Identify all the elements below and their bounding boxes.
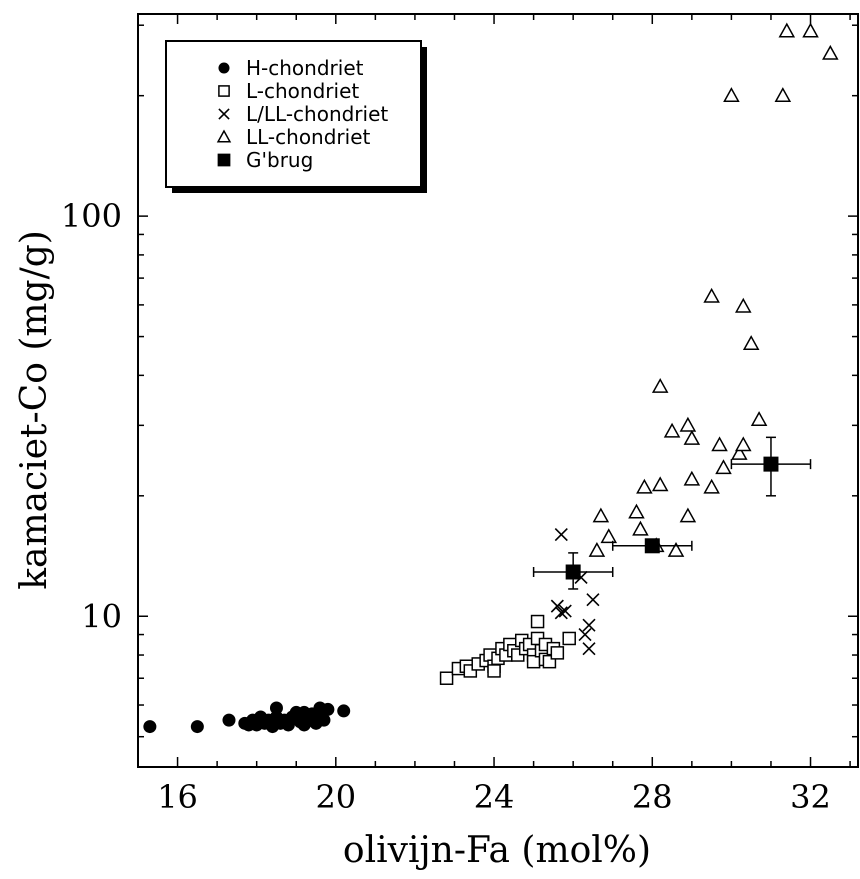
axis-ticks <box>137 14 858 767</box>
x-tick-label: 28 <box>632 778 673 816</box>
data-point <box>586 593 600 607</box>
x-axis-title: olivijn-Fa (mol%) <box>343 830 651 871</box>
data-point <box>632 520 649 536</box>
data-point <box>750 411 768 426</box>
data-point <box>778 22 796 38</box>
plot-frame <box>137 13 859 768</box>
legend: H-chondrietL-chondrietL/LL-chondrietLL-c… <box>165 40 427 193</box>
series-filled-circle <box>143 701 351 734</box>
legend-marker <box>218 108 230 120</box>
data-point-stroke <box>558 604 572 618</box>
legend-marker <box>218 62 230 74</box>
data-point <box>554 606 568 620</box>
data-point <box>679 416 697 432</box>
data-point <box>321 702 335 716</box>
data-point <box>711 436 728 452</box>
legend-label: L-chondriet <box>246 79 359 103</box>
data-point <box>774 87 792 103</box>
data-point <box>651 476 669 492</box>
data-point <box>558 604 572 618</box>
y-axis-title: kamaciet-Co (mg/g) <box>14 230 55 590</box>
data-point-stroke <box>582 618 596 632</box>
legend-item: LL-chondriet <box>216 125 371 149</box>
data-point <box>582 642 596 656</box>
data-point-stroke <box>578 627 592 642</box>
legend-label: G'brug <box>246 148 313 172</box>
data-point <box>269 701 283 715</box>
data-point <box>735 297 752 313</box>
data-point <box>742 335 760 351</box>
data-point <box>143 720 157 734</box>
legend-label: H-chondriet <box>246 56 364 80</box>
legend-marker <box>217 153 231 167</box>
data-point <box>550 646 565 660</box>
data-point <box>651 378 669 393</box>
x-tick-label: 24 <box>474 778 515 816</box>
series-open-square <box>439 614 576 685</box>
data-point <box>663 422 681 438</box>
y-tick-label: 10 <box>81 597 122 635</box>
data-point <box>683 470 701 486</box>
x-tick-label: 20 <box>315 778 356 816</box>
data-point <box>565 564 581 580</box>
legend-item: H-chondriet <box>218 56 364 80</box>
data-point <box>190 720 204 734</box>
data-point <box>554 528 568 542</box>
data-point-stroke <box>586 593 600 607</box>
data-point <box>578 627 592 642</box>
data-point <box>731 445 748 460</box>
data-markers <box>143 22 839 734</box>
data-point <box>588 541 606 557</box>
data-point <box>628 503 645 519</box>
legend-item: L/LL-chondriet <box>218 102 388 126</box>
legend-box <box>165 40 422 188</box>
data-point <box>715 459 732 475</box>
legend-marker <box>218 85 230 97</box>
data-point-stroke <box>582 642 596 656</box>
data-point <box>703 478 720 494</box>
data-point <box>550 599 564 613</box>
data-point <box>636 478 653 494</box>
data-point <box>562 631 576 646</box>
x-tick-label: 32 <box>790 778 831 816</box>
data-point-stroke <box>554 606 568 620</box>
data-point <box>317 713 331 727</box>
data-point <box>763 456 779 472</box>
data-point <box>337 704 351 718</box>
series-open-triangle <box>588 22 839 557</box>
data-point <box>703 287 720 303</box>
data-point-stroke <box>554 528 568 542</box>
data-point <box>222 713 236 727</box>
data-point <box>592 507 610 523</box>
legend-marker-stroke <box>218 108 230 120</box>
x-tick-label: 16 <box>157 778 198 816</box>
data-point <box>582 618 596 632</box>
data-point <box>487 664 501 678</box>
data-point <box>802 22 819 38</box>
data-point-stroke <box>550 599 564 613</box>
legend-items: H-chondrietL-chondrietL/LL-chondrietLL-c… <box>216 56 388 172</box>
legend-item: G'brug <box>217 148 313 172</box>
data-point <box>667 541 685 557</box>
data-point <box>679 507 697 523</box>
data-point <box>530 614 545 629</box>
legend-label: L/LL-chondriet <box>246 102 388 126</box>
legend-marker <box>216 129 232 143</box>
axis-tick-labels: 16 20 24 28 32 10 100 <box>61 197 831 816</box>
data-point <box>600 528 618 544</box>
data-point <box>822 44 839 60</box>
data-point <box>735 436 752 452</box>
plot-frame-group <box>137 13 859 768</box>
data-point <box>644 538 660 554</box>
data-point <box>723 87 740 103</box>
series-filled-square <box>532 436 812 590</box>
data-point <box>683 430 701 445</box>
y-tick-label: 100 <box>61 197 122 235</box>
data-point-stroke <box>574 570 588 585</box>
data-point <box>439 671 454 685</box>
legend-label: LL-chondriet <box>246 125 371 149</box>
legend-item: L-chondriet <box>218 79 359 103</box>
